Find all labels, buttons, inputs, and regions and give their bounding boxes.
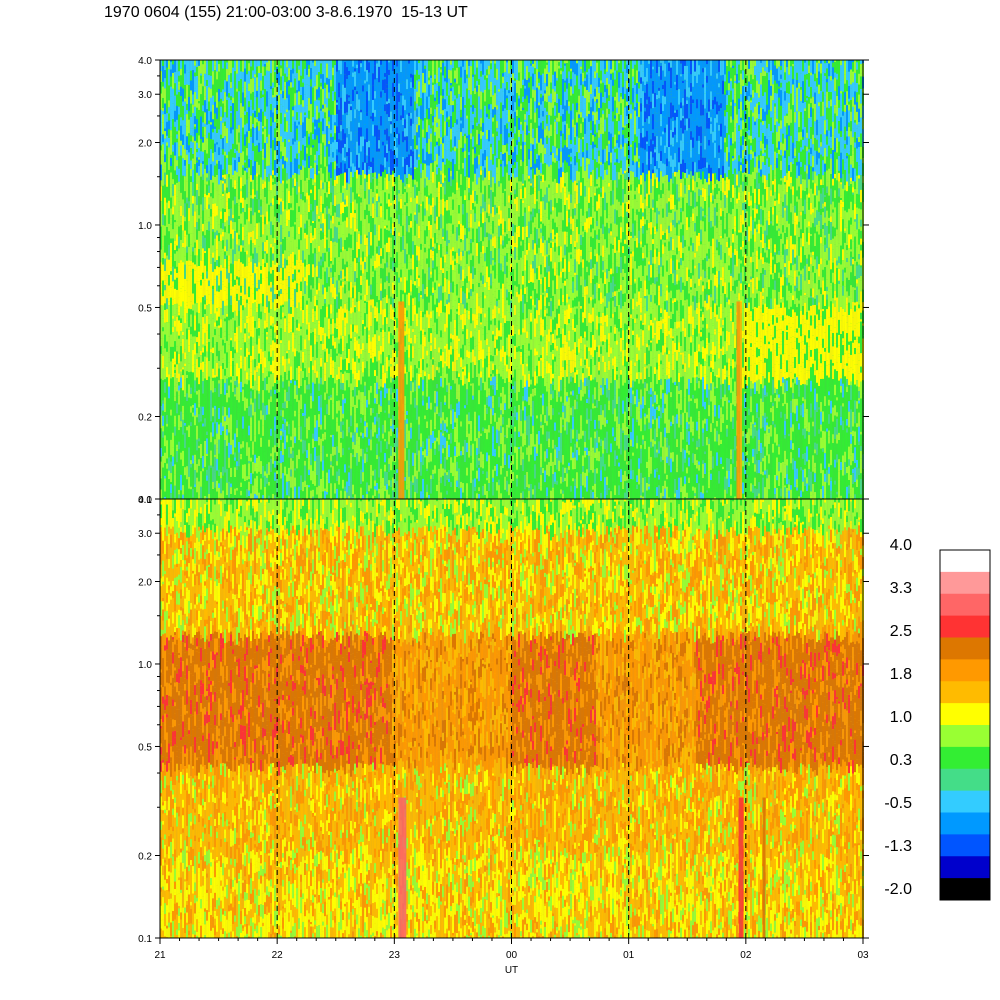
spectrogram-chart: 0.10.20.51.02.03.04.00.10.20.51.02.03.04… [0,0,1000,1000]
